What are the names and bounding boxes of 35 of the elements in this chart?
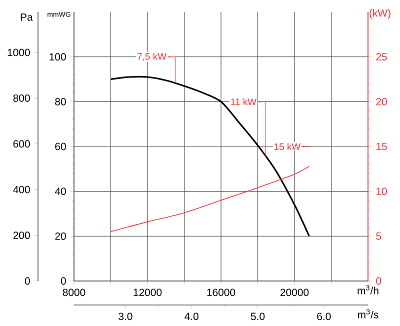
x2-axis-title: m$^{3}$/s (358, 309, 378, 318)
y2-tick-label: 25 (376, 53, 387, 61)
y2-tick-label: 0 (376, 277, 382, 285)
y2-tick-label: 5 (376, 232, 382, 240)
y-tick-label: 40 (54, 188, 66, 196)
y-tick-label: 60 (55, 142, 66, 150)
line-series (110, 166, 310, 232)
y3-tick-label: 600 (13, 140, 30, 148)
y2-tick-label: 15 (376, 142, 387, 150)
annotation: 11 kW (231, 98, 257, 106)
y-tick-label: 80 (55, 98, 66, 106)
y-tick-label: 20 (55, 232, 66, 240)
y3-tick-label: 200 (13, 232, 30, 239)
line-series (110, 76, 310, 237)
x2-tick-label: 4.0 (184, 312, 198, 320)
x-tick-label: 16000 (207, 288, 236, 296)
x2-tick-label: 3.0 (118, 312, 132, 320)
x-tick-label: 8000 (62, 288, 86, 296)
y-tick-label: 0 (60, 277, 66, 285)
x-axis-title: m$^{3}$/h (358, 285, 378, 294)
y3-tick-label: 800 (13, 94, 30, 102)
annotation: 15 kW (274, 143, 301, 150)
x2-tick-label: 6.0 (317, 312, 331, 320)
y2-axis-title: (kW) (370, 9, 390, 19)
y3-tick-label: 0 (24, 277, 30, 285)
y2-tick-label: 10 (376, 188, 387, 196)
y3-axis-title: Pa (20, 14, 33, 21)
x-tick-label: 20000 (280, 288, 309, 296)
y-tick-label: 100 (50, 53, 66, 61)
y3-tick-label: 1000 (8, 48, 30, 56)
y3-tick-label: 400 (13, 186, 30, 194)
annotation: 7,5 kW (138, 52, 166, 61)
x-tick-label: 12000 (134, 288, 162, 296)
y2-tick-label: 20 (376, 98, 387, 106)
x2-tick-label: 5.0 (250, 312, 265, 320)
